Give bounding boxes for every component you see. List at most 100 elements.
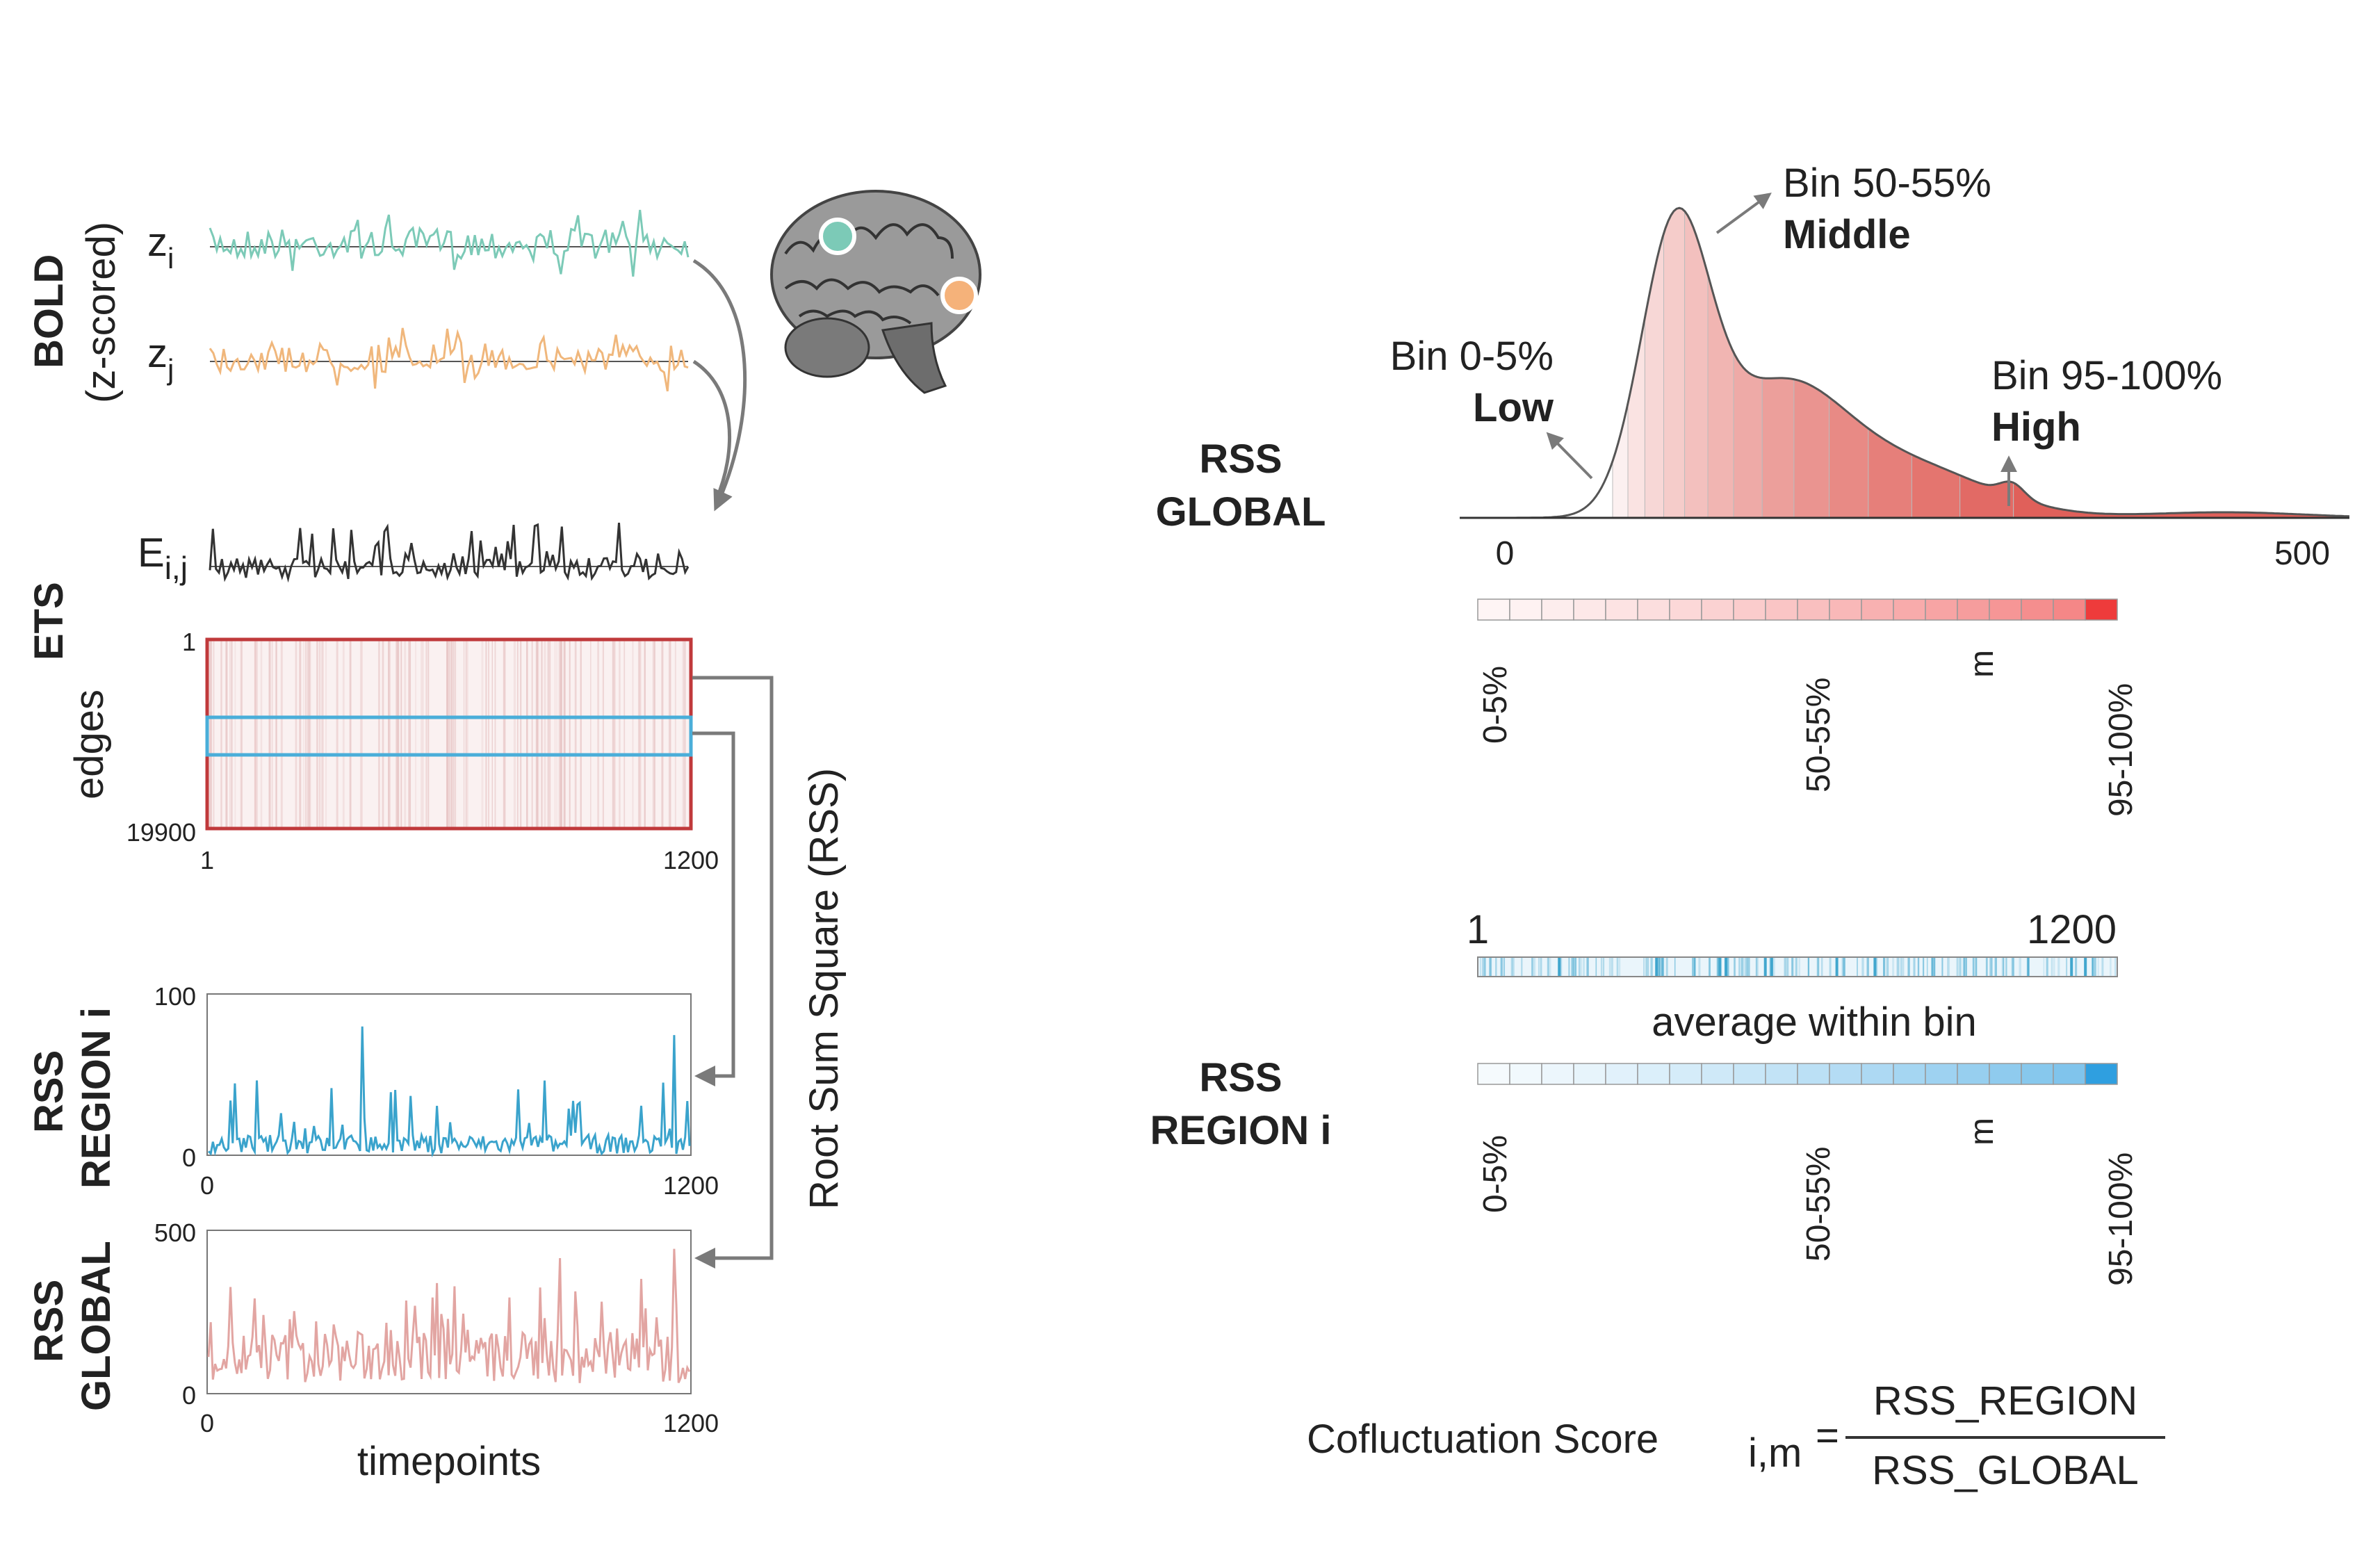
region-bin-label-2: m	[1964, 1118, 2000, 1146]
edge-tick-bottom: 19900	[127, 818, 196, 847]
density-bin	[1556, 208, 1613, 518]
timepoints-label: timepoints	[357, 1439, 541, 1484]
bin-cell	[1477, 1063, 1510, 1085]
bin-cell	[1765, 598, 1798, 621]
density-tail	[1460, 208, 1557, 518]
bin-cell	[1701, 598, 1734, 621]
zi-label: zi	[147, 220, 174, 275]
bin-cell	[2053, 1063, 2086, 1085]
high-bin-label: Bin 95-100%	[1991, 353, 2222, 398]
bin-cell	[1573, 598, 1606, 621]
bin-cell	[1925, 598, 1958, 621]
bin-cell	[1605, 1063, 1638, 1085]
region-bin-label-0: 0-5%	[1477, 1135, 1514, 1213]
connector-region	[692, 731, 735, 1086]
bin-cell	[1541, 1063, 1574, 1085]
bold-to-ets-arrow-2	[692, 359, 731, 501]
density-bin	[1663, 208, 1686, 518]
region-strip-start: 1	[1467, 907, 1489, 952]
bin-cell	[1797, 1063, 1830, 1085]
zj-label: zj	[147, 331, 174, 386]
bin-cell	[1605, 598, 1638, 621]
density-bin	[1684, 208, 1709, 518]
density-bin	[1644, 208, 1665, 518]
density-x-start: 0	[1496, 535, 1515, 572]
formula-subscript: i,m	[1748, 1430, 1802, 1476]
rss-vertical-label: Root Sum Square (RSS)	[801, 768, 847, 1209]
ets-section: ETS Ei,j edges 1 19900 1 1200	[26, 522, 719, 874]
formula-equals: =	[1816, 1413, 1839, 1458]
bin-cell	[1765, 1063, 1798, 1085]
rss-connectors: Root Sum Square (RSS)	[692, 676, 847, 1269]
bin-cell	[1477, 598, 1510, 621]
bold-to-ets-arrow	[692, 259, 747, 512]
global-bin-strip	[1477, 598, 2118, 621]
bin-cell	[1509, 1063, 1542, 1085]
rss-region-x-start: 0	[200, 1171, 214, 1200]
rss-global-title-2: GLOBAL	[74, 1241, 119, 1411]
bin-cell	[1669, 1063, 1702, 1085]
mid-bin-label: Bin 50-55%	[1783, 161, 1991, 206]
bin-cell	[1861, 1063, 1894, 1085]
region-strip-frame	[1477, 956, 2118, 977]
formula-lhs: Cofluctuation Score	[1307, 1417, 1658, 1462]
rss-global-x-start: 0	[200, 1409, 214, 1437]
edge-tick-top: 1	[182, 628, 196, 656]
brain-folds	[784, 223, 954, 325]
bin-cell	[1541, 598, 1574, 621]
density-bin	[1733, 208, 1763, 518]
high-word-label: High	[1991, 405, 2081, 450]
bin-cell	[1893, 1063, 1926, 1085]
density-x-end: 500	[2274, 535, 2330, 572]
rss-global-section: RSS GLOBAL 500 0 0 1200 timepoints	[26, 1218, 719, 1484]
bin-cell	[2085, 1063, 2118, 1085]
bold-title: BOLD	[26, 254, 72, 368]
region-strip-end: 1200	[2027, 907, 2117, 952]
right-global-title-1: RSS	[1199, 437, 1282, 482]
right-region-title-2: REGION i	[1150, 1108, 1331, 1153]
bin-cell	[2085, 598, 2118, 621]
zj-timeseries	[209, 327, 689, 392]
bin-cell	[1797, 598, 1830, 621]
rss-region-timeseries	[207, 1026, 691, 1158]
region-bin-label-3: 95-100%	[2103, 1152, 2139, 1286]
region-bin-label-1: 50-55%	[1800, 1147, 1837, 1262]
bin-cell	[1989, 598, 2022, 621]
density-bin	[1612, 208, 1629, 518]
global-bin-label-3: 95-100%	[2103, 683, 2139, 817]
bin-cell	[1733, 1063, 1766, 1085]
global-bin-label-0: 0-5%	[1477, 666, 1514, 744]
region-strip-bg	[1477, 956, 2118, 977]
rss-global-plot-frame	[206, 1230, 692, 1394]
bold-subtitle: (z-scored)	[79, 222, 124, 403]
ets-timeseries	[209, 522, 690, 583]
rss-global-timeseries	[207, 1248, 691, 1383]
rss-region-y-top: 100	[154, 982, 196, 1011]
formula-denominator: RSS_GLOBAL	[1872, 1448, 2139, 1493]
time-tick-end: 1200	[663, 846, 719, 874]
bin-cell	[1861, 598, 1894, 621]
density-curve	[1460, 206, 2350, 519]
rss-region-x-end: 1200	[663, 1171, 719, 1200]
ets-title: ETS	[26, 582, 72, 660]
rss-global-y-bottom: 0	[182, 1381, 196, 1410]
bin-cell	[2021, 598, 2054, 621]
bin-cell	[1509, 598, 1542, 621]
region-bin-strip-section: RSS REGION i 0-5% 50-55% m 95-100%	[1150, 1055, 2139, 1286]
rss-region-y-bottom: 0	[182, 1143, 196, 1172]
rss-global-density-section: RSS GLOBAL 0 500 Bin 0-5% Low Bin 50-55%…	[1156, 161, 2350, 572]
rss-global-x-end: 1200	[663, 1409, 719, 1437]
rss-global-y-top: 500	[154, 1218, 196, 1247]
global-bin-label-2: m	[1964, 650, 2000, 678]
bin-cell	[1637, 1063, 1670, 1085]
right-region-title-1: RSS	[1199, 1055, 1282, 1100]
ets-matrix-texture	[209, 641, 686, 827]
bin-cell	[1829, 1063, 1862, 1085]
low-arrow	[1546, 432, 1593, 480]
global-bin-strip-section: 0-5% 50-55% m 95-100%	[1477, 598, 2139, 817]
region-i-edges-highlight	[205, 715, 693, 757]
brain-illustration	[770, 190, 981, 394]
right-global-title-2: GLOBAL	[1156, 489, 1326, 535]
bin-cell	[1573, 1063, 1606, 1085]
